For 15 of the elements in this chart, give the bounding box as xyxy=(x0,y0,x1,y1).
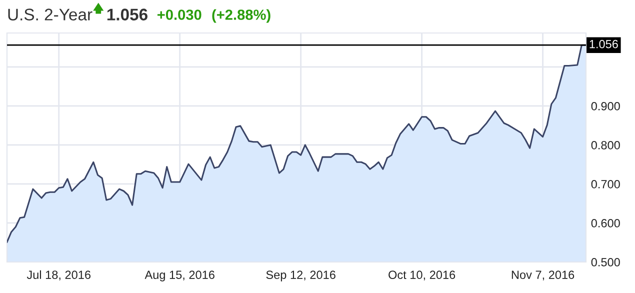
y-tick-label: 0.800 xyxy=(591,141,620,150)
chart-title: U.S. 2-Year xyxy=(8,8,92,20)
x-tick-label: Nov 7, 2016 xyxy=(512,270,574,280)
chart-subtitle: 1.056 xyxy=(107,8,148,20)
y-tick-label: 0.600 xyxy=(591,219,620,228)
y-tick-label: 0.900 xyxy=(591,102,620,110)
y-tick-label: 0.700 xyxy=(591,180,620,188)
y-tick-label: 0.500 xyxy=(591,258,620,266)
x-tick-label: Jul 18, 2016 xyxy=(26,270,90,280)
x-tick-label: Oct 10, 2016 xyxy=(388,270,456,280)
text: +0.030 xyxy=(157,10,202,20)
x-tick-label: Sep 12, 2016 xyxy=(266,270,336,282)
ref-line-label: 1.056 xyxy=(590,40,618,48)
text: (+2.88%) xyxy=(212,9,270,23)
x-tick-label: Aug 15, 2016 xyxy=(144,270,214,282)
